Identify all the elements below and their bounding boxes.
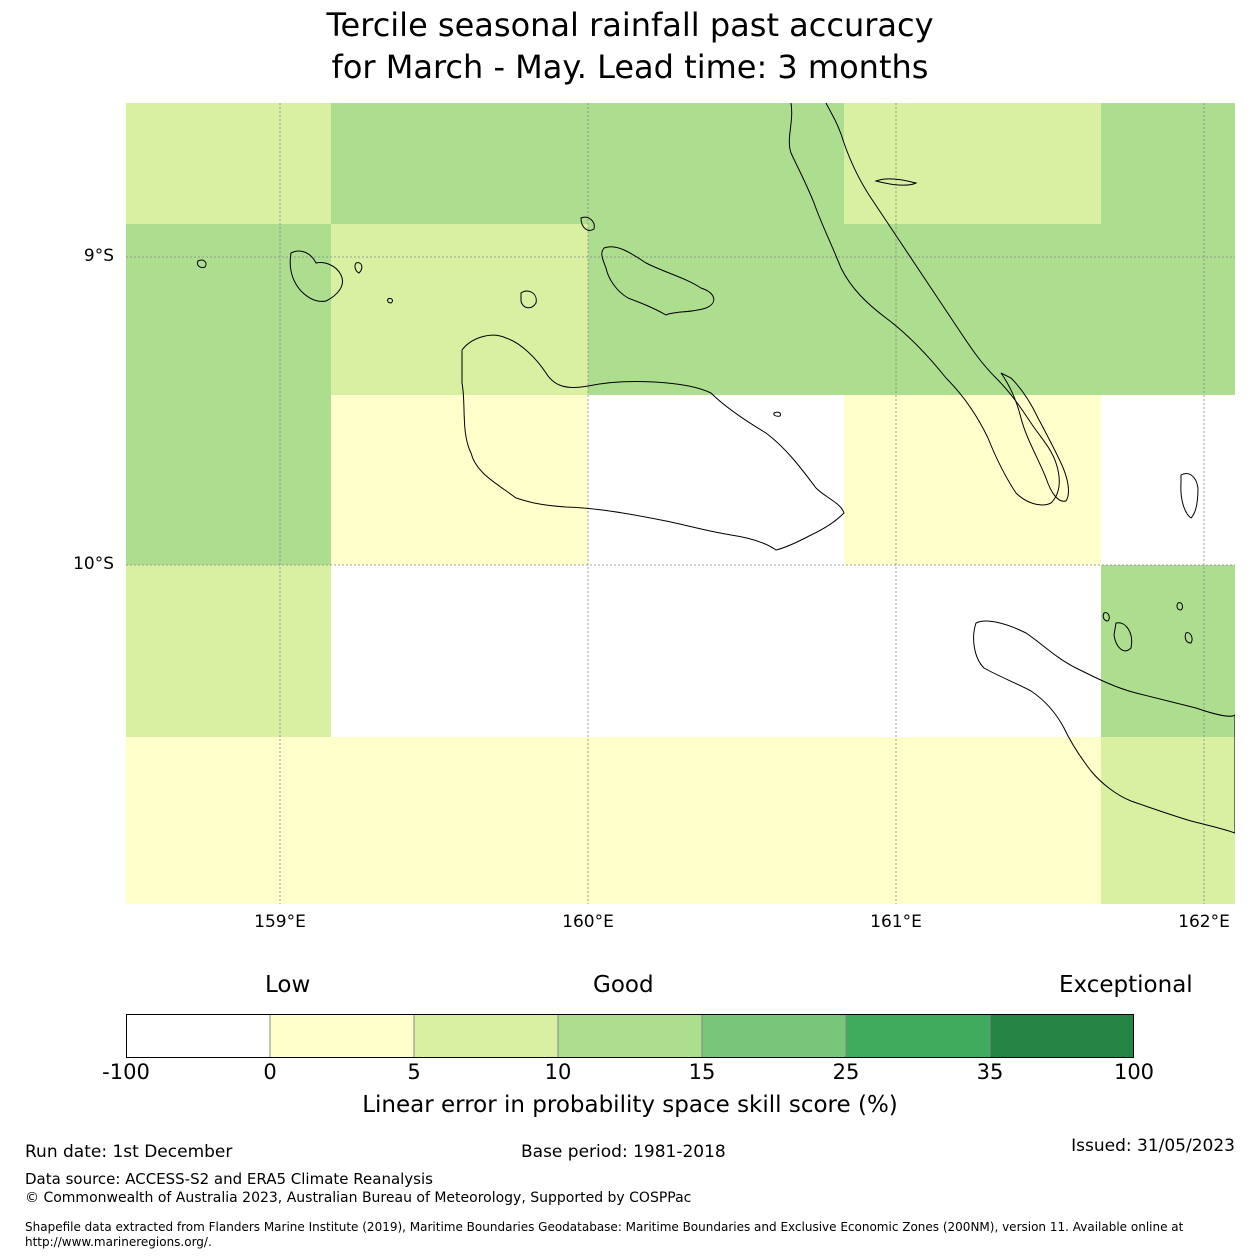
islet bbox=[580, 216, 595, 231]
guadalcanal-island bbox=[461, 334, 845, 551]
map-svg bbox=[126, 103, 1235, 904]
coastlines bbox=[197, 103, 1235, 834]
chart-title: Tercile seasonal rainfall past accuracy … bbox=[0, 4, 1260, 88]
colorbar-tick: -100 bbox=[102, 1060, 150, 1084]
grid-cell bbox=[331, 224, 588, 395]
data-source: Data source: ACCESS-S2 and ERA5 Climate … bbox=[25, 1170, 433, 1188]
colorbar-swatch bbox=[126, 1014, 270, 1058]
savo-island bbox=[520, 290, 537, 309]
colorbar-tick: 0 bbox=[263, 1060, 277, 1084]
grid-cell bbox=[588, 395, 844, 565]
islet bbox=[1184, 632, 1193, 644]
title-line-1: Tercile seasonal rainfall past accuracy bbox=[326, 6, 934, 44]
colorbar-tick: 5 bbox=[407, 1060, 421, 1084]
title-line-2: for March - May. Lead time: 3 months bbox=[331, 48, 929, 86]
shapefile-credit: Shapefile data extracted from Flanders M… bbox=[25, 1220, 1184, 1249]
grid-cell bbox=[331, 103, 844, 224]
grid-cell bbox=[1101, 103, 1235, 224]
copyright: © Commonwealth of Australia 2023, Austra… bbox=[25, 1190, 692, 1206]
run-date: Run date: 1st December bbox=[25, 1142, 233, 1162]
islet bbox=[1176, 602, 1183, 611]
colorbar-swatch bbox=[414, 1014, 558, 1058]
lon-label-159e: 159°E bbox=[254, 912, 306, 932]
skill-grid bbox=[126, 103, 1235, 904]
russell-islands bbox=[289, 250, 343, 302]
islet bbox=[354, 262, 363, 274]
grid-cell bbox=[331, 565, 1101, 737]
colorbar-swatch bbox=[846, 1014, 990, 1058]
islet bbox=[387, 298, 393, 304]
colorbar-swatch bbox=[702, 1014, 846, 1058]
islet bbox=[197, 259, 207, 268]
colorbar-tick: 10 bbox=[544, 1060, 572, 1084]
lat-label-10s: 10°S bbox=[73, 554, 114, 574]
nggela-islands bbox=[601, 246, 715, 316]
grid-cell bbox=[1101, 395, 1235, 565]
grid-cell bbox=[1101, 565, 1235, 737]
grid-cell bbox=[126, 565, 331, 737]
colorbar-tick: 15 bbox=[688, 1060, 716, 1084]
colorbar-category-low: Low bbox=[265, 972, 311, 998]
islet bbox=[874, 178, 918, 186]
islet bbox=[1113, 622, 1133, 652]
makira-island bbox=[973, 620, 1235, 834]
colorbar-tick: 25 bbox=[832, 1060, 860, 1084]
grid-cell bbox=[126, 224, 331, 395]
grid-cell bbox=[126, 395, 331, 565]
grid-cell bbox=[331, 395, 588, 565]
grid-cell bbox=[588, 224, 1235, 395]
lon-label-160e: 160°E bbox=[562, 912, 614, 932]
grid-cell bbox=[844, 103, 1101, 224]
colorbar-swatch bbox=[558, 1014, 702, 1058]
small-malaita bbox=[1000, 372, 1069, 502]
gridlines bbox=[126, 103, 1235, 904]
skill-map[interactable] bbox=[126, 103, 1235, 904]
lon-label-162e: 162°E bbox=[1178, 912, 1230, 932]
islet bbox=[1102, 612, 1110, 622]
colorbar-swatch bbox=[990, 1014, 1134, 1058]
colorbar-tick: 100 bbox=[1113, 1060, 1155, 1084]
grid-cell bbox=[844, 395, 1101, 565]
colorbar bbox=[126, 1014, 1134, 1058]
lat-label-9s: 9°S bbox=[83, 246, 114, 266]
grid-cell bbox=[126, 103, 331, 224]
grid-cell bbox=[1101, 737, 1235, 904]
islet bbox=[773, 411, 781, 417]
grid-cell bbox=[126, 737, 1101, 904]
colorbar-category-good: Good bbox=[593, 972, 654, 998]
ulawa-island bbox=[1180, 473, 1199, 519]
lon-label-161e: 161°E bbox=[870, 912, 922, 932]
colorbar-category-exceptional: Exceptional bbox=[1059, 972, 1193, 998]
colorbar-tick: 35 bbox=[976, 1060, 1004, 1084]
base-period: Base period: 1981-2018 bbox=[521, 1142, 726, 1162]
colorbar-label: Linear error in probability space skill … bbox=[362, 1092, 898, 1118]
colorbar-swatch bbox=[270, 1014, 414, 1058]
issued-date: Issued: 31/05/2023 bbox=[1071, 1136, 1235, 1156]
